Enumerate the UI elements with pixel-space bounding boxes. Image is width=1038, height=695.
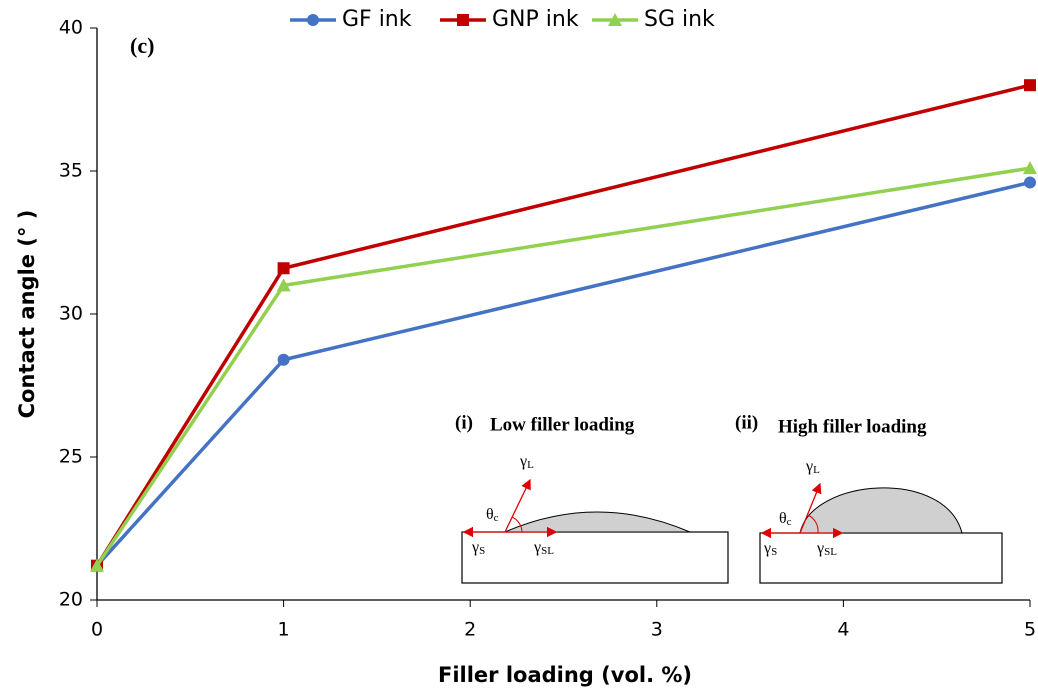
- gamma-l: γL: [519, 453, 534, 471]
- gamma-l: γL: [805, 458, 820, 476]
- droplet: [799, 487, 963, 534]
- inset-high: (ii) High filler loading γL θc γS γSL: [735, 412, 1003, 584]
- theta-c: θc: [486, 506, 499, 524]
- marker: [1024, 79, 1036, 92]
- gamma-sl: γSL: [816, 540, 837, 558]
- substrate: [461, 531, 729, 584]
- panel-label: (c): [130, 33, 154, 58]
- theta-c: θc: [779, 510, 792, 528]
- y-tick-label: 35: [59, 160, 83, 182]
- substrate: [759, 532, 1003, 584]
- marker: [277, 353, 290, 366]
- marker: [1023, 161, 1037, 175]
- inset-low: (i) Low filler loading γL θc γS γSL: [455, 412, 729, 584]
- x-tick-label: 0: [91, 619, 103, 641]
- marker: [90, 558, 104, 572]
- marker: [277, 262, 290, 275]
- legend-marker: [457, 14, 469, 26]
- legend-marker: [608, 13, 622, 26]
- marker: [276, 278, 291, 292]
- y-tick-label: 25: [59, 446, 83, 468]
- y-tick-label: 40: [59, 17, 83, 39]
- y-tick-label: 30: [59, 303, 83, 325]
- inset-number: (ii): [735, 412, 758, 433]
- x-tick-label: 5: [1024, 619, 1036, 641]
- x-tick-label: 3: [651, 619, 663, 641]
- legend-label: GNP ink: [492, 7, 579, 32]
- marker: [1024, 176, 1036, 189]
- legend-label: SG ink: [644, 7, 715, 32]
- y-axis-title: Contact angle (° ): [15, 210, 39, 419]
- x-tick-label: 4: [837, 619, 849, 641]
- x-tick-label: 2: [464, 619, 476, 641]
- plot: 20 25 30 35 40 0 1 2 3 4 5: [59, 17, 1037, 641]
- inset-title: Low filler loading: [490, 414, 635, 435]
- legend-label: GF ink: [342, 7, 412, 32]
- gamma-s: γS: [471, 539, 485, 557]
- arrow: [799, 482, 822, 534]
- inset-title: High filler loading: [778, 416, 927, 437]
- angle-arc: [807, 514, 819, 534]
- legend-marker: [307, 14, 319, 26]
- legend: GF ink GNP ink SG ink: [290, 7, 715, 32]
- x-tick-label: 1: [278, 619, 290, 641]
- arrow: [504, 478, 531, 533]
- x-axis-title: Filler loading (vol. %): [438, 663, 692, 687]
- inset-number: (i): [455, 412, 473, 433]
- y-tick-label: 20: [59, 589, 83, 611]
- droplet: [504, 511, 691, 533]
- gamma-s: γS: [763, 540, 777, 558]
- angle-arc: [511, 516, 523, 533]
- gamma-sl: γSL: [533, 539, 554, 557]
